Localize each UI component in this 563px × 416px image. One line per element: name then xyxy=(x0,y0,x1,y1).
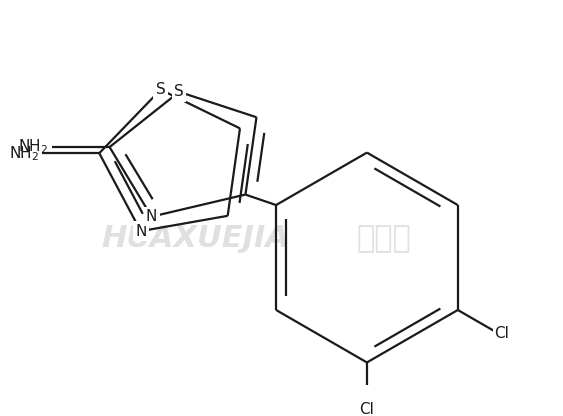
Text: NH$_2$: NH$_2$ xyxy=(17,138,48,156)
Text: Cl: Cl xyxy=(494,326,510,341)
Text: NH$_2$: NH$_2$ xyxy=(10,144,39,163)
Text: S: S xyxy=(156,82,166,97)
Text: N: N xyxy=(146,209,157,224)
Text: Cl: Cl xyxy=(360,402,374,416)
Text: HUAXUEJIA: HUAXUEJIA xyxy=(102,224,290,253)
Text: N: N xyxy=(135,224,146,239)
Text: S: S xyxy=(175,84,184,99)
Text: 化学加: 化学加 xyxy=(356,224,411,253)
